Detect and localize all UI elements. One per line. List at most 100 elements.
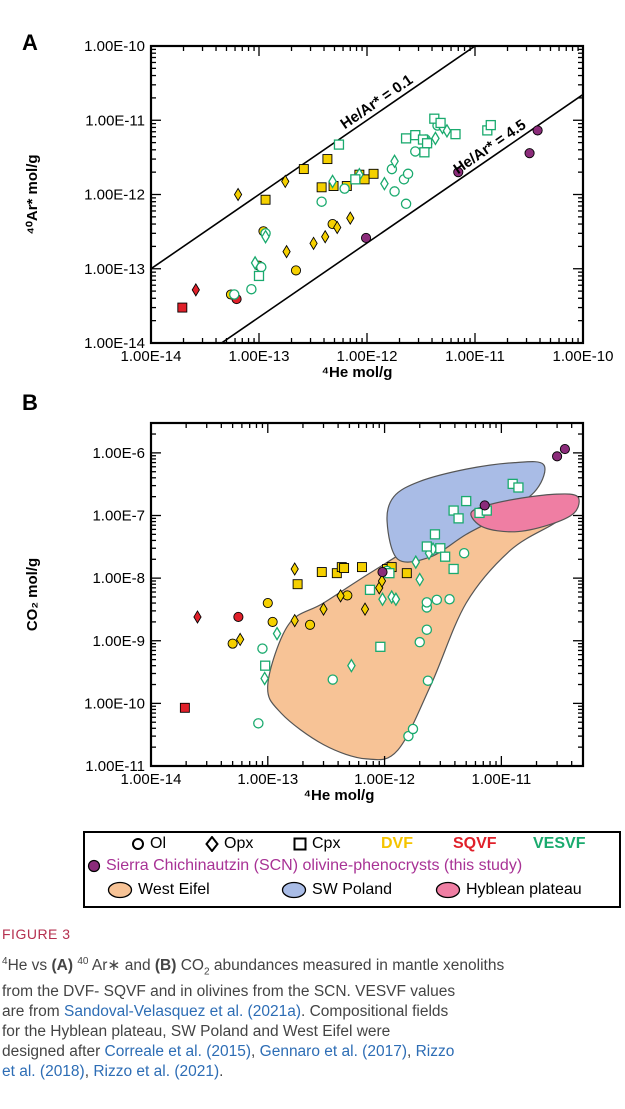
point-dvf-ol xyxy=(267,616,278,627)
legend-vesvf: VESVF xyxy=(533,835,585,853)
point-vesvf-cpx xyxy=(421,138,433,149)
legend-ol: Ol xyxy=(131,835,166,853)
point-dvf-cpx xyxy=(356,562,367,573)
reference-link-sandoval[interactable]: Sandoval-Velasquez et al. (2021a) xyxy=(64,1003,301,1021)
legend-scn: Sierra Chichinautzin (SCN) olivine-pheno… xyxy=(87,857,522,875)
x-tick-label: 1.00E-10 xyxy=(553,348,614,365)
point-dvf-opx xyxy=(346,211,355,226)
point-dvf-cpx xyxy=(401,568,412,579)
y-tick-label: 1.00E-11 xyxy=(85,758,145,775)
x-tick-label: 1.00E-11 xyxy=(471,771,531,788)
panel-a-plot-area xyxy=(151,46,583,343)
y-tick-label: 1.00E-12 xyxy=(84,187,145,204)
reference-link-rizzo-2018[interactable]: Rizzo xyxy=(415,1043,455,1061)
point-vesvf-opx xyxy=(380,176,389,191)
circle-marker-icon xyxy=(132,838,144,850)
point-vesvf-ol xyxy=(410,146,421,157)
panel-b-label: B xyxy=(22,390,38,415)
reference-link-rizzo-2021[interactable]: Rizzo et al. (2021) xyxy=(93,1063,220,1081)
point-vesvf-ol xyxy=(389,186,400,197)
point-vesvf-cpx xyxy=(375,641,386,652)
point-dvf-opx xyxy=(377,574,387,588)
legend-cpx: Cpx xyxy=(293,835,340,853)
point-vesvf-ol xyxy=(253,718,264,729)
point-dvf-opx xyxy=(282,244,291,259)
point-vesvf-ol xyxy=(246,283,257,295)
hyblean-swatch-icon xyxy=(435,881,461,899)
point-dvf-opx xyxy=(290,613,299,628)
x-tick-label: 1.00E-12 xyxy=(354,771,415,788)
point-vesvf-opx xyxy=(261,229,270,244)
point-vesvf-opx xyxy=(272,626,282,641)
legend-opx: Opx xyxy=(205,835,253,853)
panel-b-ticks xyxy=(150,422,584,767)
reference-link-correale[interactable]: Correale et al. (2015) xyxy=(104,1043,252,1061)
point-sierra-chichinautzin-scn xyxy=(532,125,543,136)
legend-west-eifel: West Eifel xyxy=(107,881,210,899)
point-dvf-cpx xyxy=(368,168,379,179)
x-tick-label: 1.00E-13 xyxy=(237,771,298,788)
y-tick-label: 1.00E-8 xyxy=(92,570,145,587)
x-axis-label: ⁴He mol/g xyxy=(304,787,375,804)
sw-poland-swatch-icon xyxy=(281,881,307,899)
point-vesvf-opx xyxy=(415,572,425,587)
x-axis-label: ⁴He mol/g xyxy=(322,364,393,381)
point-sierra-chichinautzin-scn xyxy=(453,167,464,178)
point-vesvf-cpx xyxy=(448,563,459,575)
point-vesvf-cpx xyxy=(421,541,432,552)
point-vesvf-ol xyxy=(339,183,350,194)
legend-sqvf-label: SQVF xyxy=(453,835,497,852)
point-dvf-cpx xyxy=(322,154,333,165)
scn-marker-icon xyxy=(87,859,101,873)
point-vesvf-ol xyxy=(444,593,455,605)
point-dvf-cpx xyxy=(260,194,271,205)
point-dvf-cpx xyxy=(339,563,350,573)
point-vesvf-opx xyxy=(328,174,337,189)
legend-ol-label: Ol xyxy=(150,835,166,852)
point-vesvf-opx xyxy=(387,589,397,605)
point-vesvf-opx xyxy=(260,671,270,686)
legend-sqvf: SQVF xyxy=(453,835,497,853)
point-vesvf-cpx xyxy=(450,128,461,140)
y-tick-label: 1.00E-10 xyxy=(84,38,145,55)
point-vesvf-cpx xyxy=(350,174,361,185)
point-vesvf-cpx xyxy=(364,584,376,595)
point-dvf-opx xyxy=(333,220,342,235)
point-sierra-chichinautzin-scn xyxy=(361,232,372,243)
reference-link-rizzo-2018-b[interactable]: et al. (2018) xyxy=(2,1063,85,1081)
point-vesvf-ol xyxy=(421,624,433,635)
point-sqvf-opx xyxy=(191,282,200,297)
point-vesvf-cpx xyxy=(400,133,412,144)
reference-link-gennaro[interactable]: Gennaro et al. (2017) xyxy=(259,1043,407,1061)
point-dvf-opx xyxy=(236,632,245,647)
square-marker-icon xyxy=(293,837,307,851)
point-dvf-cpx xyxy=(298,164,309,175)
point-dvf-ol xyxy=(290,265,302,276)
x-tick-label: 1.00E-13 xyxy=(229,348,290,365)
point-vesvf-opx xyxy=(378,591,387,607)
point-vesvf-cpx xyxy=(429,529,441,540)
y-tick-label: 1.00E-6 xyxy=(92,445,145,462)
point-dvf-cpx xyxy=(331,568,342,579)
point-sierra-chichinautzin-scn xyxy=(377,567,388,578)
point-vesvf-cpx xyxy=(419,147,430,158)
y-tick-label: 1.00E-11 xyxy=(85,112,145,129)
point-vesvf-ol xyxy=(422,675,434,686)
point-sqvf-opx xyxy=(193,610,202,624)
point-vesvf-opx xyxy=(391,591,401,607)
point-sierra-chichinautzin-scn xyxy=(559,444,570,455)
x-tick-label: 1.00E-14 xyxy=(121,771,182,788)
x-tick-label: 1.00E-12 xyxy=(337,348,398,365)
legend-sw-poland: SW Poland xyxy=(281,881,392,899)
point-sqvf-cpx xyxy=(177,302,188,313)
point-vesvf-cpx xyxy=(333,139,345,150)
point-vesvf-ol xyxy=(431,594,443,606)
y-tick-label: 1.00E-13 xyxy=(84,261,145,278)
legend: Ol Opx Cpx DVF SQVF VESVF Sierra Chichin… xyxy=(83,831,621,908)
ratio-line-2 xyxy=(220,93,583,343)
point-dvf-ol xyxy=(227,638,238,649)
y-tick-label: 1.00E-14 xyxy=(84,335,145,352)
legend-dvf: DVF xyxy=(381,835,413,853)
point-vesvf-ol xyxy=(257,643,268,654)
point-vesvf-cpx xyxy=(435,117,446,129)
